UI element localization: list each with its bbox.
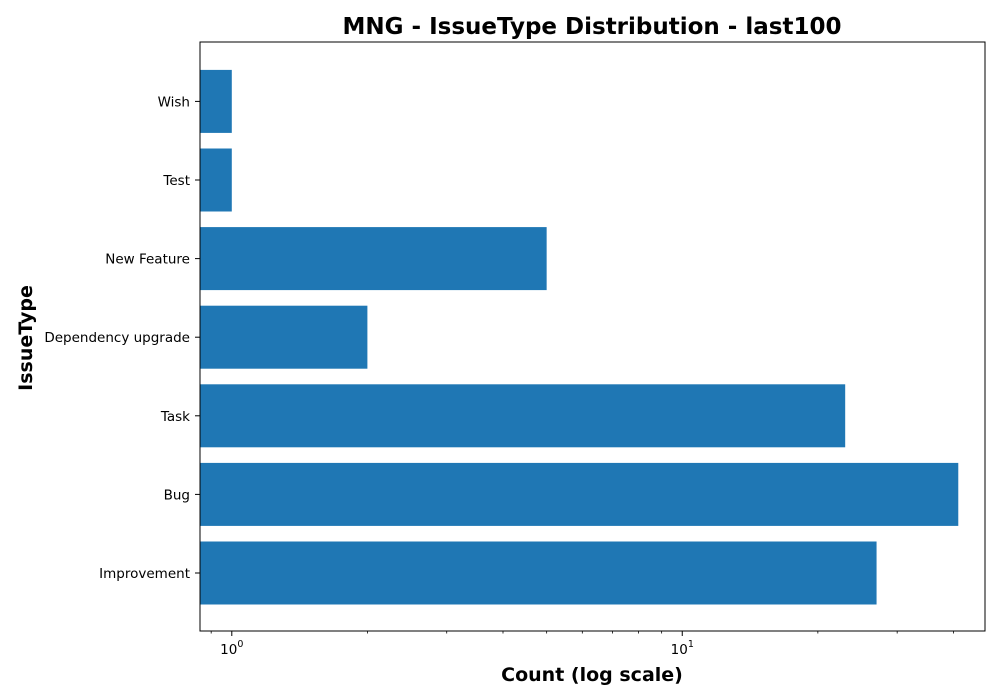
bars bbox=[200, 69, 959, 605]
y-tick-label-improvement: Improvement bbox=[99, 566, 190, 582]
y-axis-label: IssueType bbox=[15, 285, 37, 391]
bar-task bbox=[200, 384, 846, 448]
y-tick-label-wish: Wish bbox=[158, 94, 190, 110]
bar-new-feature bbox=[200, 227, 547, 291]
x-axis-ticks: 100 101 bbox=[210, 631, 954, 658]
y-tick-label-new-feature: New Feature bbox=[105, 252, 190, 268]
chart-title: MNG - IssueType Distribution - last100 bbox=[343, 14, 842, 40]
y-tick-label-task: Task bbox=[160, 409, 190, 425]
bar-bug bbox=[200, 462, 959, 526]
y-tick-label-bug: Bug bbox=[164, 487, 190, 503]
y-tick-label-test: Test bbox=[162, 173, 190, 189]
x-axis-label: Count (log scale) bbox=[501, 664, 683, 686]
bar-test bbox=[200, 148, 232, 212]
x-tick-label: 101 bbox=[671, 639, 694, 658]
y-tick-label-dependency-upgrade: Dependency upgrade bbox=[44, 330, 190, 346]
bar-improvement bbox=[200, 541, 877, 605]
y-axis-ticks: Improvement Bug Task Dependency upgrade New … bbox=[44, 94, 200, 582]
bar-dependency-upgrade bbox=[200, 305, 368, 369]
plot-frame bbox=[199, 41, 986, 632]
x-tick-label: 100 bbox=[220, 639, 243, 658]
bar-wish bbox=[200, 69, 232, 133]
